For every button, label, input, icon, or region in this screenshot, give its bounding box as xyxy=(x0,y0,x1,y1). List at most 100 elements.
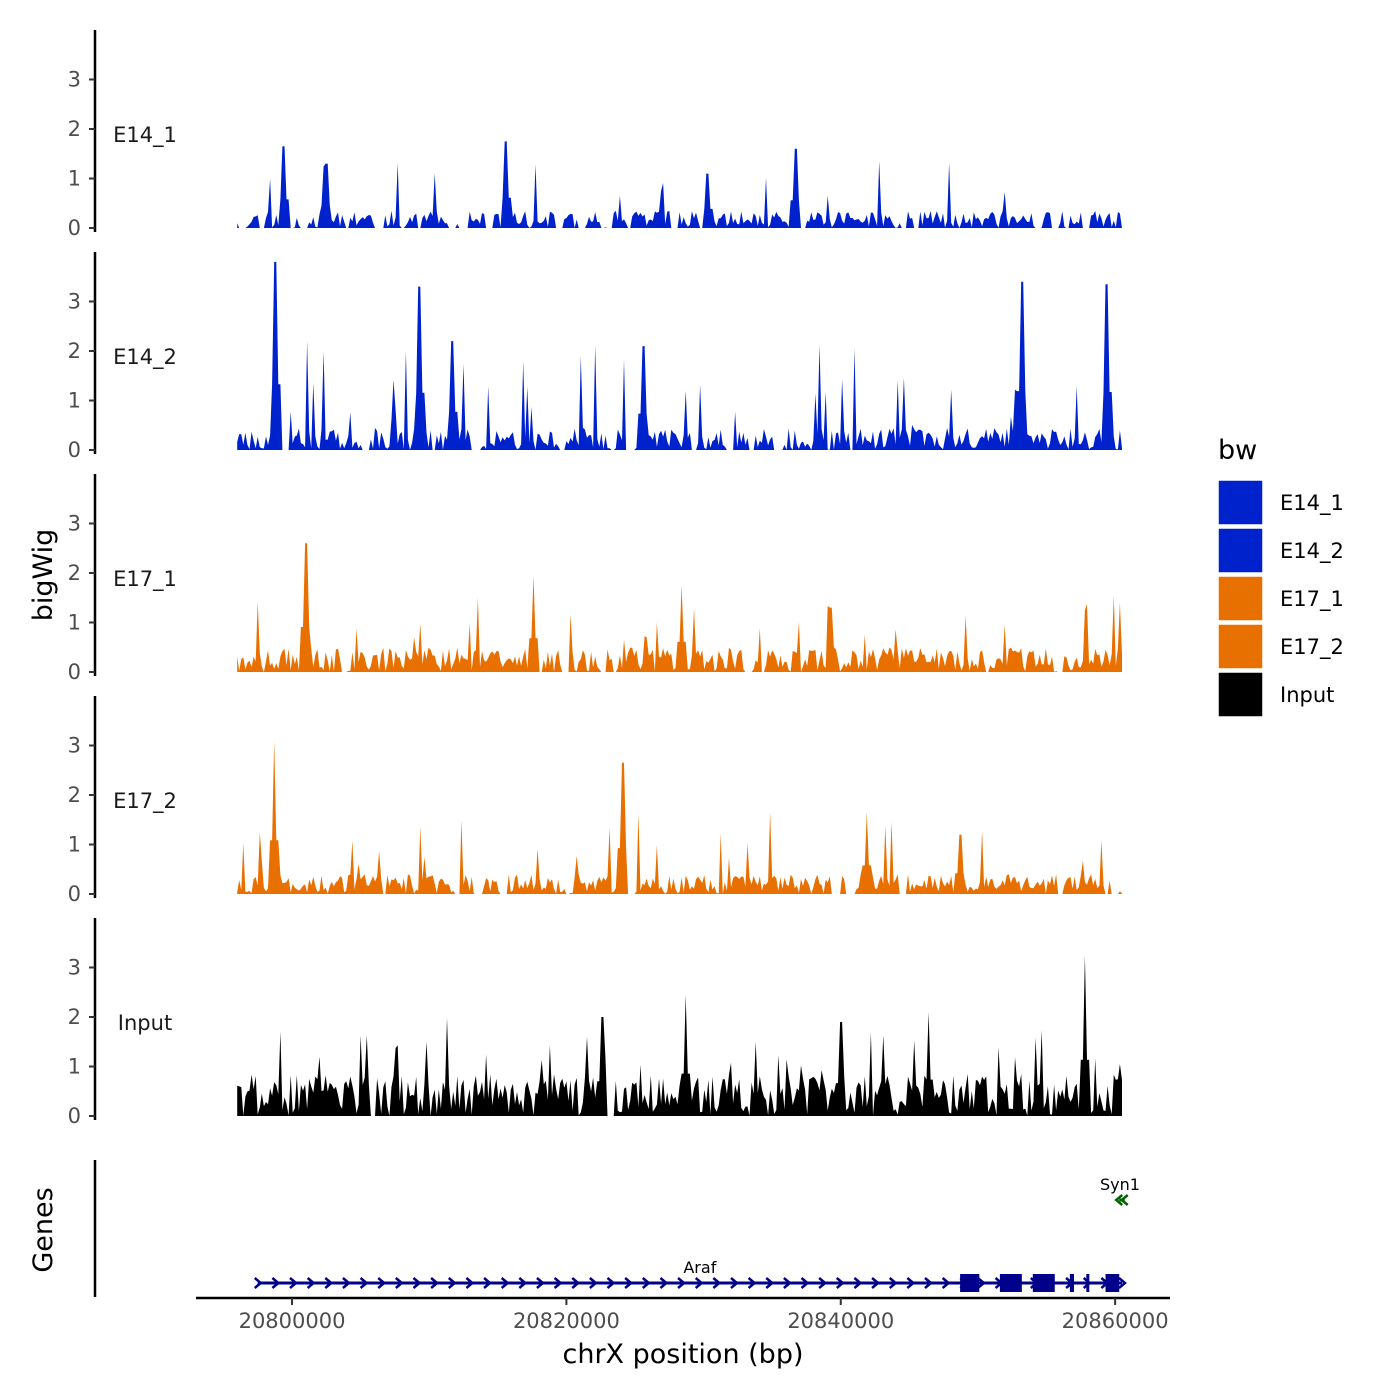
y-tick-label: 1 xyxy=(68,611,81,635)
strand-chevron xyxy=(765,1277,775,1289)
y-tick-label: 3 xyxy=(68,956,81,980)
y-tick-label: 0 xyxy=(68,882,81,906)
strand-chevron xyxy=(465,1277,475,1289)
legend: bw E14_1 E14_2 E17_1 E17_2 Input xyxy=(1217,435,1344,718)
strand-chevron xyxy=(677,1277,686,1289)
signal-area-e17-2 xyxy=(237,740,1122,894)
strand-chevron xyxy=(977,1277,986,1289)
y-tick-label: 0 xyxy=(68,216,81,240)
x-tick-label: 20840000 xyxy=(787,1309,894,1333)
y-tick-label: 2 xyxy=(68,339,81,363)
y-tick-label: 3 xyxy=(68,734,81,758)
strand-chevron xyxy=(536,1277,545,1289)
y-tick-label: 3 xyxy=(68,290,81,314)
track-e14-2: 0 1 2 3 E14_2 xyxy=(68,252,1122,462)
x-axis-title: chrX position (bp) xyxy=(562,1339,803,1370)
signal-area-e17-1 xyxy=(237,543,1122,672)
y-tick-label: 3 xyxy=(68,512,81,536)
y-tick-label: 1 xyxy=(68,1055,81,1079)
legend-label: E14_2 xyxy=(1280,539,1344,564)
exon xyxy=(960,1274,980,1292)
legend-title: bw xyxy=(1218,435,1257,466)
strand-chevron xyxy=(271,1277,281,1289)
strand-chevron xyxy=(888,1277,898,1289)
track-label: Input xyxy=(118,1011,172,1035)
track-e17-1: 0 1 2 3 E17_1 xyxy=(68,474,1122,684)
legend-label: E17_1 xyxy=(1280,587,1344,612)
y-tick-label: 0 xyxy=(68,438,81,462)
strand-chevron xyxy=(306,1277,316,1289)
signal-area-e14-2 xyxy=(237,261,1122,450)
exon xyxy=(1105,1274,1120,1292)
y-tick-label: 0 xyxy=(68,1104,81,1128)
strand-chevron xyxy=(624,1277,634,1289)
strand-chevron xyxy=(395,1277,404,1289)
strand-chevron xyxy=(818,1277,828,1289)
legend-swatch xyxy=(1217,671,1264,718)
genes-axis-title: Genes xyxy=(28,1187,59,1272)
y-tick-label: 3 xyxy=(68,68,81,92)
strand-chevron xyxy=(835,1277,845,1289)
x-tick-label: 20860000 xyxy=(1062,1309,1169,1333)
strand-chevron xyxy=(1114,1194,1124,1206)
strand-chevron xyxy=(606,1277,616,1289)
y-tick-label: 0 xyxy=(68,660,81,684)
strand-chevron xyxy=(800,1277,810,1289)
y-tick-label: 1 xyxy=(68,167,81,191)
legend-label: Input xyxy=(1280,683,1334,707)
gene-syn1: Syn1 xyxy=(1100,1175,1140,1206)
track-label: E17_2 xyxy=(113,789,177,814)
y-tick-label: 2 xyxy=(68,783,81,807)
strand-chevron xyxy=(483,1277,492,1289)
strand-chevron xyxy=(712,1277,722,1289)
track-e17-2: 0 1 2 3 E17_2 xyxy=(68,696,1122,906)
track-input: 0 1 2 3 Input xyxy=(68,918,1122,1128)
strand-chevron xyxy=(412,1277,422,1289)
strand-chevron xyxy=(641,1277,651,1289)
track-e14-1: 0 1 2 3 E14_1 xyxy=(68,30,1122,240)
strand-chevron xyxy=(871,1277,881,1289)
strand-chevron xyxy=(1118,1277,1127,1289)
exon xyxy=(1032,1274,1055,1292)
x-tick-label: 20820000 xyxy=(513,1309,620,1333)
signal-area-input xyxy=(237,955,1122,1116)
gene-label: Syn1 xyxy=(1100,1175,1140,1194)
track-label: E14_1 xyxy=(113,123,177,148)
strand-chevron xyxy=(853,1277,863,1289)
track-label: E17_1 xyxy=(113,567,177,592)
strand-chevron xyxy=(783,1277,792,1289)
legend-swatch xyxy=(1217,623,1264,670)
strand-chevron xyxy=(518,1277,528,1289)
legend-label: E17_2 xyxy=(1280,635,1344,660)
legend-swatch xyxy=(1217,575,1264,622)
strand-chevron xyxy=(906,1277,916,1289)
strand-chevron xyxy=(359,1277,369,1289)
strand-chevron xyxy=(500,1277,510,1289)
legend-swatch xyxy=(1217,479,1264,526)
strand-chevron xyxy=(924,1277,933,1289)
strand-chevron xyxy=(589,1277,598,1289)
legend-swatch xyxy=(1217,527,1264,574)
exon xyxy=(999,1274,1022,1292)
strand-chevron xyxy=(941,1277,951,1289)
strand-chevron xyxy=(747,1277,757,1289)
gene-araf: Araf xyxy=(253,1258,1127,1292)
strand-chevron xyxy=(377,1277,387,1289)
legend-label: E14_1 xyxy=(1280,491,1344,516)
strand-chevron xyxy=(730,1277,739,1289)
y-tick-label: 2 xyxy=(68,561,81,585)
track-label: E14_2 xyxy=(113,345,177,370)
signal-area-e14-1 xyxy=(237,141,1122,228)
x-axis: 20800000 20820000 20840000 20860000 xyxy=(196,1296,1170,1333)
strand-chevron xyxy=(342,1277,351,1289)
strand-chevron xyxy=(659,1277,669,1289)
strand-chevron xyxy=(430,1277,440,1289)
strand-chevron xyxy=(289,1277,298,1289)
strand-chevron xyxy=(1119,1194,1129,1206)
y-axis-title: bigWig xyxy=(28,529,59,622)
bigwig-tracks: 0 1 2 3 E14_1 0 1 2 3 E14_2 0 1 2 3 E17_1 0 1 2 3 E17_2 0 1 2 3… xyxy=(68,30,1122,1128)
strand-chevron xyxy=(253,1277,263,1289)
gene-panel: Araf Syn1 xyxy=(93,1160,1140,1297)
strand-chevron xyxy=(324,1277,334,1289)
